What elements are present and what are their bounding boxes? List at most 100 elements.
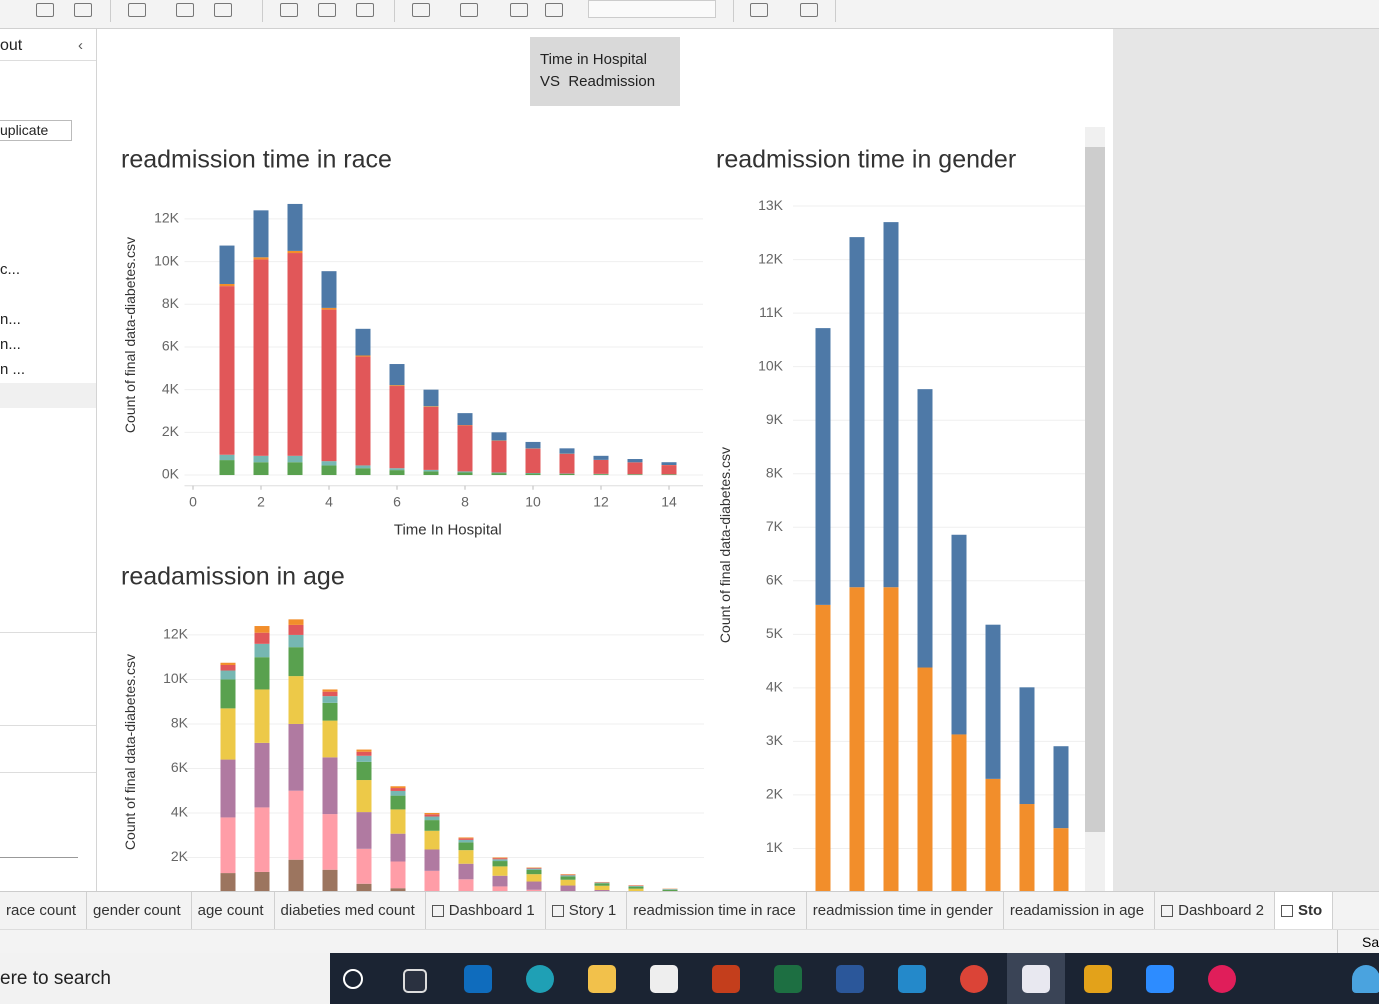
bar-segment [287, 253, 303, 456]
scroll-thumb[interactable] [1085, 147, 1105, 832]
weather-icon[interactable] [1352, 965, 1379, 993]
separator [262, 0, 263, 22]
scrollbar[interactable] [1085, 127, 1105, 891]
chart-icon[interactable] [128, 3, 146, 17]
bar-segment [288, 859, 304, 891]
bar-segment [492, 858, 508, 860]
chrome-icon[interactable] [960, 965, 988, 993]
y-tick-label: 12K [154, 210, 180, 226]
task-view-icon[interactable] [403, 969, 427, 993]
bar-segment [491, 440, 507, 473]
y-tick-label: 0K [162, 466, 180, 482]
bar-segment [457, 471, 473, 473]
bar-segment [356, 780, 372, 813]
annotate-icon[interactable] [460, 3, 478, 17]
charts: readmission time in race Count of final d… [121, 146, 1085, 891]
vscode-icon[interactable] [898, 965, 926, 993]
sort-icon[interactable] [318, 3, 336, 17]
sheet-tab[interactable]: Dashboard 2 [1155, 892, 1276, 929]
bar-segment [322, 757, 338, 815]
cortana-icon[interactable] [343, 969, 363, 989]
bar-segment [355, 356, 371, 466]
mail-icon[interactable] [464, 965, 492, 993]
bar-segment [356, 749, 372, 752]
sort-icon[interactable] [356, 3, 374, 17]
selected-row [0, 383, 96, 408]
dropdown[interactable] [0, 857, 78, 858]
sheet-tab[interactable]: age count [192, 892, 275, 929]
bar-segment [492, 866, 508, 876]
bar-segment [594, 883, 610, 886]
sheet-tab[interactable]: diabeties med count [275, 892, 426, 929]
bar-segment [628, 885, 644, 887]
git-icon[interactable] [1084, 965, 1112, 993]
bar-segment [321, 309, 337, 462]
highlight-icon[interactable] [412, 3, 430, 17]
y-tick-label: 4K [162, 380, 180, 396]
edge-icon[interactable] [526, 965, 554, 993]
sheet-tab[interactable]: Dashboard 1 [426, 892, 546, 929]
sheet-tab[interactable]: readmission time in gender [807, 892, 1004, 929]
pin-icon[interactable] [545, 3, 563, 17]
bar-segment [985, 778, 1001, 891]
bar-segment [322, 702, 338, 721]
sheet-tab[interactable]: Sto [1275, 892, 1334, 929]
bar-segment [849, 237, 865, 588]
sidebar-item[interactable]: c... [0, 261, 21, 278]
y-tick-label: 3K [766, 732, 784, 748]
bar-segment [661, 474, 677, 476]
slack-icon[interactable] [1208, 965, 1236, 993]
sheet-tabs: race count gender count age count diabeties… [0, 891, 1379, 930]
explorer-icon[interactable] [588, 965, 616, 993]
bar-segment [593, 459, 609, 474]
bar-segment [355, 465, 371, 469]
swap-icon[interactable] [280, 3, 298, 17]
taskbar: ere to search [0, 953, 1379, 1004]
presentation-icon[interactable] [800, 3, 818, 17]
sidebar-item[interactable]: n... [0, 336, 21, 353]
sidebar-item[interactable]: n ... [0, 361, 26, 378]
sheet-tab[interactable]: gender count [87, 892, 192, 929]
duplicate-button[interactable]: uplicate [0, 120, 72, 141]
clear-icon[interactable] [214, 3, 232, 17]
bar-segment [526, 868, 542, 870]
sheet-tab[interactable]: readamission in age [1004, 892, 1156, 929]
bar-segment [390, 786, 406, 789]
bar-segment [560, 875, 576, 877]
zoom-icon[interactable] [1146, 965, 1174, 993]
x-axis-title: Time In Hospital [394, 522, 502, 539]
duplicate-icon[interactable] [176, 3, 194, 17]
show-me-icon[interactable] [750, 3, 768, 17]
save-icon[interactable] [36, 3, 54, 17]
tab-label: readmission time in race [633, 902, 796, 919]
sidebar-item[interactable]: n... [0, 311, 21, 328]
tableau-icon[interactable] [1022, 965, 1050, 993]
bar-segment [424, 849, 440, 871]
bar-segment [627, 459, 643, 463]
collapse-button[interactable]: ‹ [78, 37, 83, 54]
bar-segment [628, 888, 644, 891]
bar-segment [254, 643, 270, 658]
separator [394, 0, 395, 22]
fit-icon[interactable] [510, 3, 528, 17]
powerpoint-icon[interactable] [712, 965, 740, 993]
user: Sa [1337, 930, 1379, 954]
store-icon[interactable] [650, 965, 678, 993]
excel-icon[interactable] [774, 965, 802, 993]
sheet-tab[interactable]: readmission time in race [627, 892, 807, 929]
sheet-tab[interactable]: Story 1 [546, 892, 628, 929]
sheet-tab[interactable]: race count [0, 892, 88, 929]
bar-segment [219, 460, 235, 476]
bar-segment [389, 470, 405, 476]
bar-segment [849, 587, 865, 891]
word-icon[interactable] [836, 965, 864, 993]
bar-segment [220, 664, 236, 671]
search-box[interactable]: ere to search [0, 953, 330, 1004]
bar-segment [662, 889, 678, 891]
new-sheet-icon[interactable] [74, 3, 92, 17]
bar-segment [526, 881, 542, 890]
y-tick-label: 10K [154, 252, 180, 268]
fit-dropdown[interactable] [588, 0, 716, 18]
y-axis-title: Count of final data-diabetes.csv [122, 237, 138, 433]
toolbar [0, 0, 1379, 29]
